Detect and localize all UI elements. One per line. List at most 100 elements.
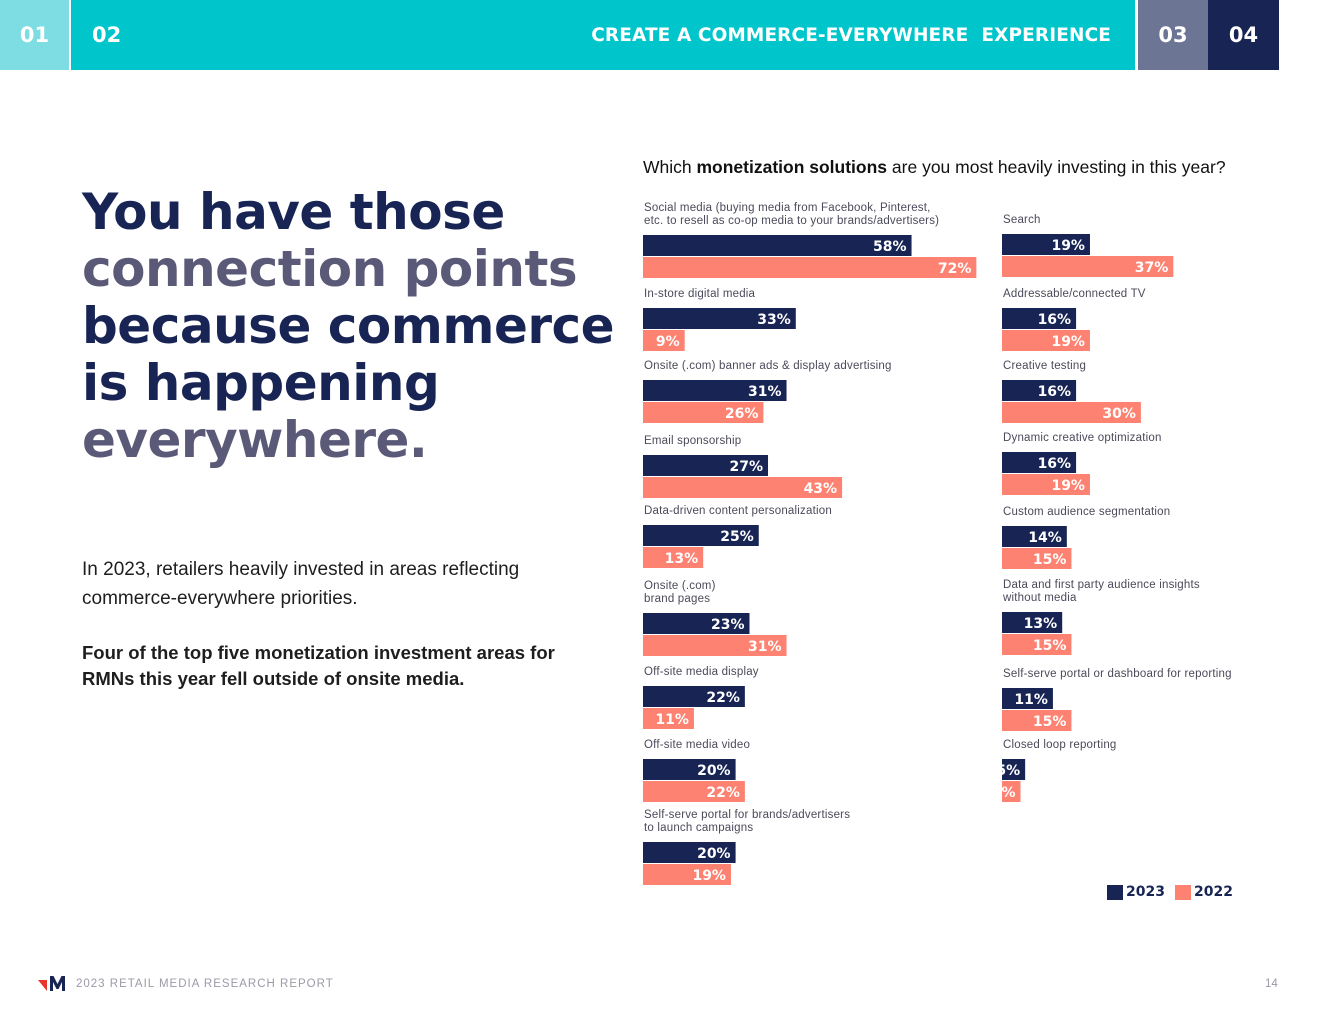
bar-2022 bbox=[643, 635, 787, 656]
category-label: Search bbox=[1003, 214, 1041, 226]
bar-2022 bbox=[1002, 781, 1021, 802]
legend-swatch-2023 bbox=[1107, 884, 1123, 900]
nav-tab-04-label: 04 bbox=[1228, 23, 1259, 47]
category-label-line: Self-serve portal or dashboard for repor… bbox=[1003, 668, 1232, 680]
bar-2022 bbox=[1002, 330, 1090, 351]
bar-2022 bbox=[643, 864, 731, 885]
data-label-2022: 15% bbox=[1033, 714, 1067, 730]
headline-line-2: connection points bbox=[82, 240, 578, 298]
chart-title-suffix: are you most heavily investing in this y… bbox=[887, 157, 1226, 177]
data-label-2023: 23% bbox=[711, 617, 745, 633]
bar-2022 bbox=[1002, 548, 1072, 569]
bar-2023 bbox=[643, 455, 769, 476]
category-label: Closed loop reporting bbox=[1003, 739, 1117, 751]
section-title: CREATE A COMMERCE-EVERYWHERE EXPERIENCE bbox=[591, 24, 1111, 46]
legend-label-2023: 2023 bbox=[1126, 884, 1165, 900]
headline-line-4: is happening bbox=[82, 354, 440, 412]
category-label-line: brand pages bbox=[644, 593, 710, 605]
data-label-2023: 5% bbox=[996, 763, 1020, 779]
data-label-2023: 16% bbox=[1038, 312, 1072, 328]
data-label-2023: 16% bbox=[1038, 456, 1072, 472]
category-label-line: etc. to resell as co-op media to your br… bbox=[644, 215, 939, 227]
emphasis-paragraph: Four of the top five monetization invest… bbox=[82, 642, 555, 689]
data-label-2022: 72% bbox=[938, 261, 972, 277]
category-label: Addressable/connected TV bbox=[1003, 288, 1146, 300]
category-label: Social media (buying media from Facebook… bbox=[644, 202, 939, 227]
data-label-2023: 14% bbox=[1028, 530, 1062, 546]
nav-tab-03-label: 03 bbox=[1158, 23, 1188, 47]
category-label-line: without media bbox=[1002, 592, 1077, 604]
data-label-2023: 58% bbox=[873, 239, 907, 255]
bar-2022 bbox=[643, 477, 843, 498]
headline-line-1: You have those bbox=[82, 183, 505, 241]
chart-title-prefix: Which bbox=[643, 157, 697, 177]
bar-2022 bbox=[643, 330, 685, 351]
legend-label-2022: 2022 bbox=[1193, 884, 1233, 900]
category-label-line: Off-site media video bbox=[644, 739, 750, 751]
nav-tab-02[interactable]: 02 CREATE A COMMERCE-EVERYWHERE EXPERIEN… bbox=[71, 0, 1135, 70]
data-label-2023: 27% bbox=[729, 459, 763, 475]
data-label-2023: 20% bbox=[697, 846, 731, 862]
headline-line-5: everywhere. bbox=[82, 411, 428, 469]
category-label-line: Creative testing bbox=[1003, 360, 1086, 372]
bar-2022 bbox=[1002, 710, 1072, 731]
category-label: In-store digital media bbox=[644, 288, 756, 300]
page-headline: You have those connection points because… bbox=[82, 183, 615, 469]
category-label-line: Addressable/connected TV bbox=[1003, 288, 1146, 300]
bar-2023 bbox=[643, 235, 912, 256]
category-label-line: Self-serve portal for brands/advertisers bbox=[644, 809, 850, 821]
bar-2023 bbox=[643, 686, 745, 707]
data-label-2023: 33% bbox=[757, 312, 791, 328]
data-label-2022: 31% bbox=[748, 639, 782, 655]
nav-tab-01-label: 01 bbox=[19, 23, 50, 47]
category-label: Self-serve portal for brands/advertisers… bbox=[644, 809, 850, 834]
bar-2023 bbox=[643, 525, 759, 546]
bar-2022 bbox=[643, 257, 977, 278]
data-label-2022: 9% bbox=[656, 334, 680, 350]
bar-2022 bbox=[1002, 402, 1141, 423]
category-label: Custom audience segmentation bbox=[1003, 506, 1170, 518]
category-label: Off-site media video bbox=[644, 739, 750, 751]
nav-tab-01[interactable]: 01 bbox=[0, 0, 69, 70]
category-label-line: Off-site media display bbox=[644, 666, 759, 678]
data-label-2022: 19% bbox=[1051, 478, 1085, 494]
nav-tab-03[interactable]: 03 bbox=[1138, 0, 1208, 70]
bar-2023 bbox=[643, 759, 736, 780]
data-label-2022: 37% bbox=[1135, 260, 1169, 276]
data-label-2023: 22% bbox=[706, 690, 740, 706]
bar-2023 bbox=[1002, 526, 1067, 547]
bar-2022 bbox=[643, 547, 704, 568]
bar-2023 bbox=[1002, 380, 1077, 401]
bar-2023 bbox=[1002, 234, 1090, 255]
nav-tab-04[interactable]: 04 bbox=[1208, 0, 1279, 70]
bar-2022 bbox=[643, 402, 764, 423]
category-label-line: Onsite (.com) bbox=[644, 580, 716, 592]
data-label-2023: 11% bbox=[1014, 692, 1048, 708]
bar-2023 bbox=[1002, 688, 1053, 709]
legend-swatch-2022 bbox=[1174, 884, 1191, 900]
category-label-line: Onsite (.com) banner ads & display adver… bbox=[644, 360, 892, 372]
nav-tab-02-label: 02 bbox=[92, 23, 122, 47]
category-label-line: Social media (buying media from Facebook… bbox=[644, 202, 931, 214]
bar-2022 bbox=[643, 781, 745, 802]
data-label-2022: 19% bbox=[692, 868, 726, 884]
data-label-2022: 26% bbox=[725, 406, 759, 422]
category-label-line: to launch campaigns bbox=[644, 822, 753, 834]
brand-logo-icon bbox=[38, 976, 65, 991]
data-label-2022: 19% bbox=[1051, 334, 1085, 350]
intro-paragraph: In 2023, retailers heavily invested in a… bbox=[82, 559, 520, 609]
category-label-line: Data-driven content personalization bbox=[644, 505, 832, 517]
category-label: Data and first party audience insights wi… bbox=[1002, 579, 1200, 604]
category-label-line: In-store digital media bbox=[644, 288, 756, 300]
bar-2022 bbox=[1002, 634, 1072, 655]
data-label-2022: 30% bbox=[1102, 406, 1136, 422]
chart-title: Which monetization solutions are you mos… bbox=[643, 157, 1226, 178]
bar-2022 bbox=[1002, 256, 1174, 277]
data-label-2022: 15% bbox=[1033, 638, 1067, 654]
data-label-2022: 13% bbox=[665, 551, 699, 567]
headline-line-3: because commerce bbox=[82, 297, 615, 355]
page-number: 14 bbox=[1265, 978, 1278, 990]
data-label-2022: 4% bbox=[992, 785, 1016, 801]
category-label: Creative testing bbox=[1003, 360, 1086, 372]
data-label-2022: 11% bbox=[655, 712, 689, 728]
